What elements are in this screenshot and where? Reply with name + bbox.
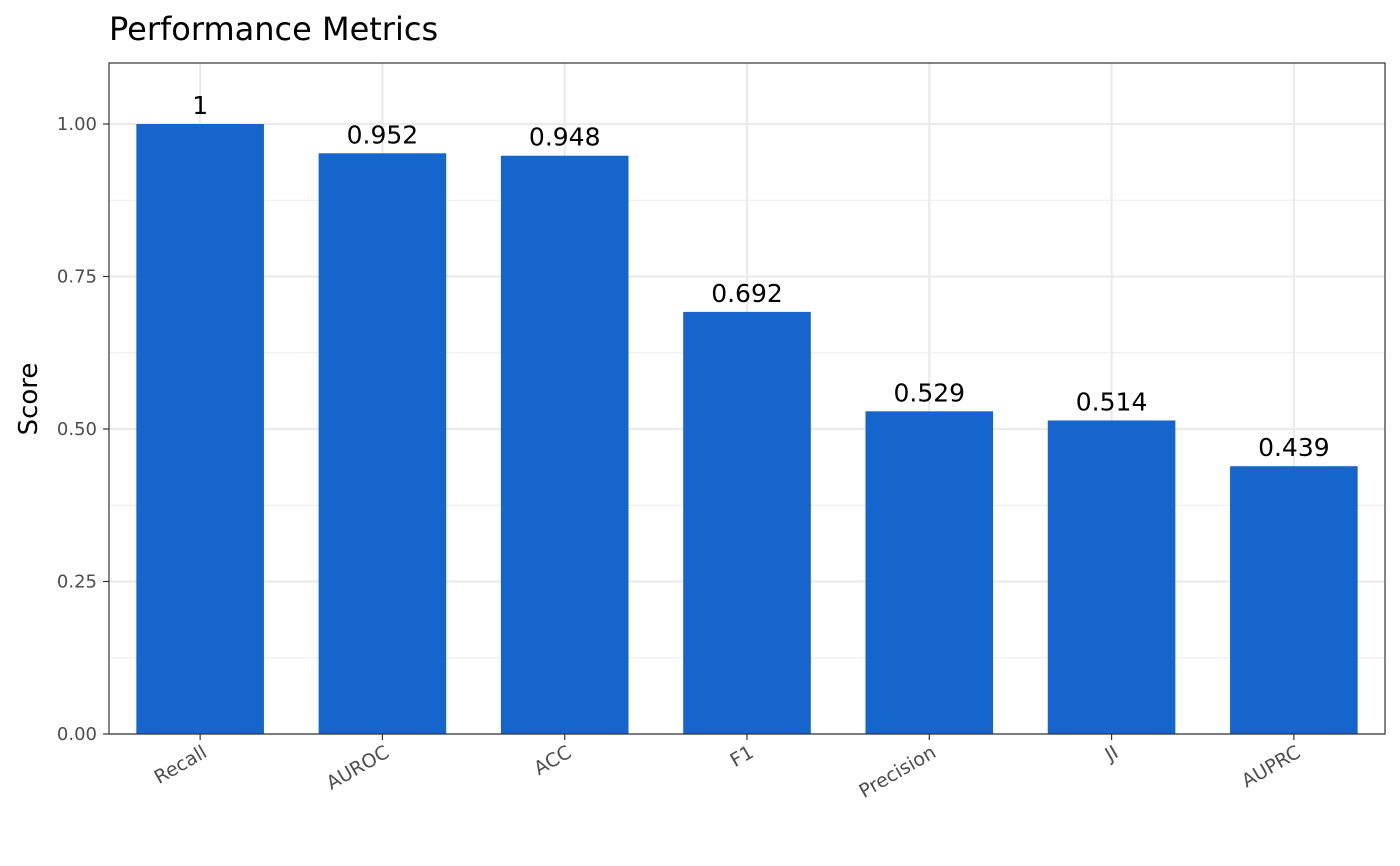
- y-tick-label: 0.75: [57, 267, 97, 288]
- y-tick-label: 1.00: [57, 114, 97, 135]
- y-tick-label: 0.50: [57, 419, 97, 440]
- bar-f1: [683, 311, 811, 734]
- x-tick-label-f1: F1: [727, 741, 758, 772]
- y-tick-label: 0.25: [57, 572, 97, 593]
- chart-title: Performance Metrics: [109, 10, 438, 48]
- data-label-auroc: 0.952: [347, 120, 419, 149]
- data-label-f1: 0.692: [711, 279, 783, 308]
- data-label-auprc: 0.439: [1258, 433, 1330, 462]
- bar-acc: [500, 155, 629, 735]
- x-tick-label-ji: JI: [1100, 741, 1122, 766]
- x-tick-label-precision: Precision: [855, 741, 939, 802]
- bar-recall: [136, 124, 264, 734]
- y-tick-label: 0.00: [57, 724, 97, 745]
- bar-precision: [865, 411, 994, 734]
- x-tick-label-acc: ACC: [530, 741, 575, 780]
- bars: [136, 124, 1358, 735]
- y-axis-ticks: 0.00 0.25 0.50 0.75 1.00: [57, 114, 109, 745]
- x-tick-label-recall: Recall: [151, 741, 211, 788]
- x-tick-label-auroc: AUROC: [323, 741, 393, 794]
- data-label-ji: 0.514: [1076, 387, 1148, 416]
- data-labels: 1 0.952 0.948 0.692 0.529 0.514 0.439: [192, 91, 1329, 462]
- x-tick-label-auprc: AUPRC: [1238, 741, 1304, 792]
- bar-auprc: [1230, 466, 1358, 734]
- y-axis-label: Score: [14, 363, 44, 436]
- x-axis-ticks: Recall AUROC ACC F1 Precision JI AUPRC: [151, 734, 1304, 803]
- bar-auroc: [318, 153, 447, 734]
- data-label-acc: 0.948: [529, 123, 601, 152]
- data-label-precision: 0.529: [893, 378, 965, 407]
- bar-ji: [1047, 420, 1176, 734]
- data-label-recall: 1: [192, 91, 208, 120]
